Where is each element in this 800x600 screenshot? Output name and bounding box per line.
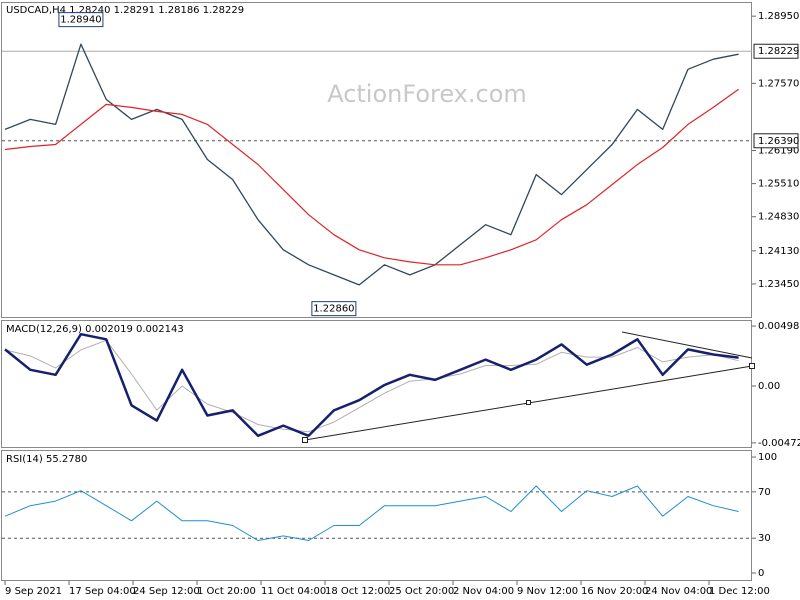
y-tick-label: 1.27570 [758,78,799,89]
series-line [4,485,739,541]
x-tick-label: 16 Nov 20:00 [581,586,648,597]
price-marker [311,301,357,317]
price-panel [1,2,752,318]
y-tick-label: 100 [758,452,777,463]
y-tick-label: 1.25510 [758,179,799,190]
y-tick-label: 1.28950 [758,11,799,22]
price-marker [58,12,104,28]
x-tick-label: 1 Oct 20:00 [197,586,256,597]
series-line [4,332,739,438]
macd-panel [1,320,752,448]
y-tick-label: 1.24830 [758,212,799,223]
x-tick-label: 2 Nov 04:00 [453,586,514,597]
series-line [4,43,739,286]
rsi-panel [1,450,752,581]
price-marker-label: 1.28940 [60,15,101,26]
y-tick-label: 1.24130 [758,246,799,257]
watermark: ActionForex.com [327,80,527,108]
macd-title: MACD(12,26,9) 0.002019 0.002143 [6,324,184,335]
y-tick-label: 0.00 [758,381,780,392]
y-tick-label: -0.004723 [758,438,800,449]
rsi-title: RSI(14) 55.2780 [6,454,87,465]
trend-anchor [526,400,531,405]
y-tick-label: 70 [758,487,771,498]
trend-anchor [749,363,755,369]
level-label: 1.26390 [758,136,799,147]
y-tick-label: 1.23450 [758,279,799,290]
y-tick-label: 30 [758,533,771,544]
price-title: USDCAD,H4 1.28240 1.28291 1.28186 1.2822… [6,5,244,16]
x-tick-label: 24 Sep 12:00 [133,586,200,597]
x-tick-label: 9 Nov 12:00 [517,586,578,597]
x-tick-label: 1 Dec 12:00 [709,586,770,597]
y-tick-label: 0 [758,568,764,579]
x-tick-label: 25 Oct 20:00 [389,586,454,597]
level-box [753,43,799,59]
x-tick-label: 24 Nov 04:00 [645,586,712,597]
price-marker-label: 1.22860 [313,304,354,315]
y-tick-label: 0.00498 [758,321,799,332]
series-line [4,339,739,433]
x-tick-label: 17 Sep 04:00 [69,586,136,597]
series-line [4,88,739,266]
trend-anchor [302,437,308,443]
trend-line [621,331,753,359]
x-tick-label: 18 Oct 12:00 [325,586,390,597]
x-tick-label: 9 Sep 2021 [5,586,62,597]
level-box [753,133,799,149]
level-label: 1.28229 [758,46,799,57]
x-tick-label: 11 Oct 04:00 [261,586,326,597]
y-tick-label: 1.26190 [758,146,799,157]
